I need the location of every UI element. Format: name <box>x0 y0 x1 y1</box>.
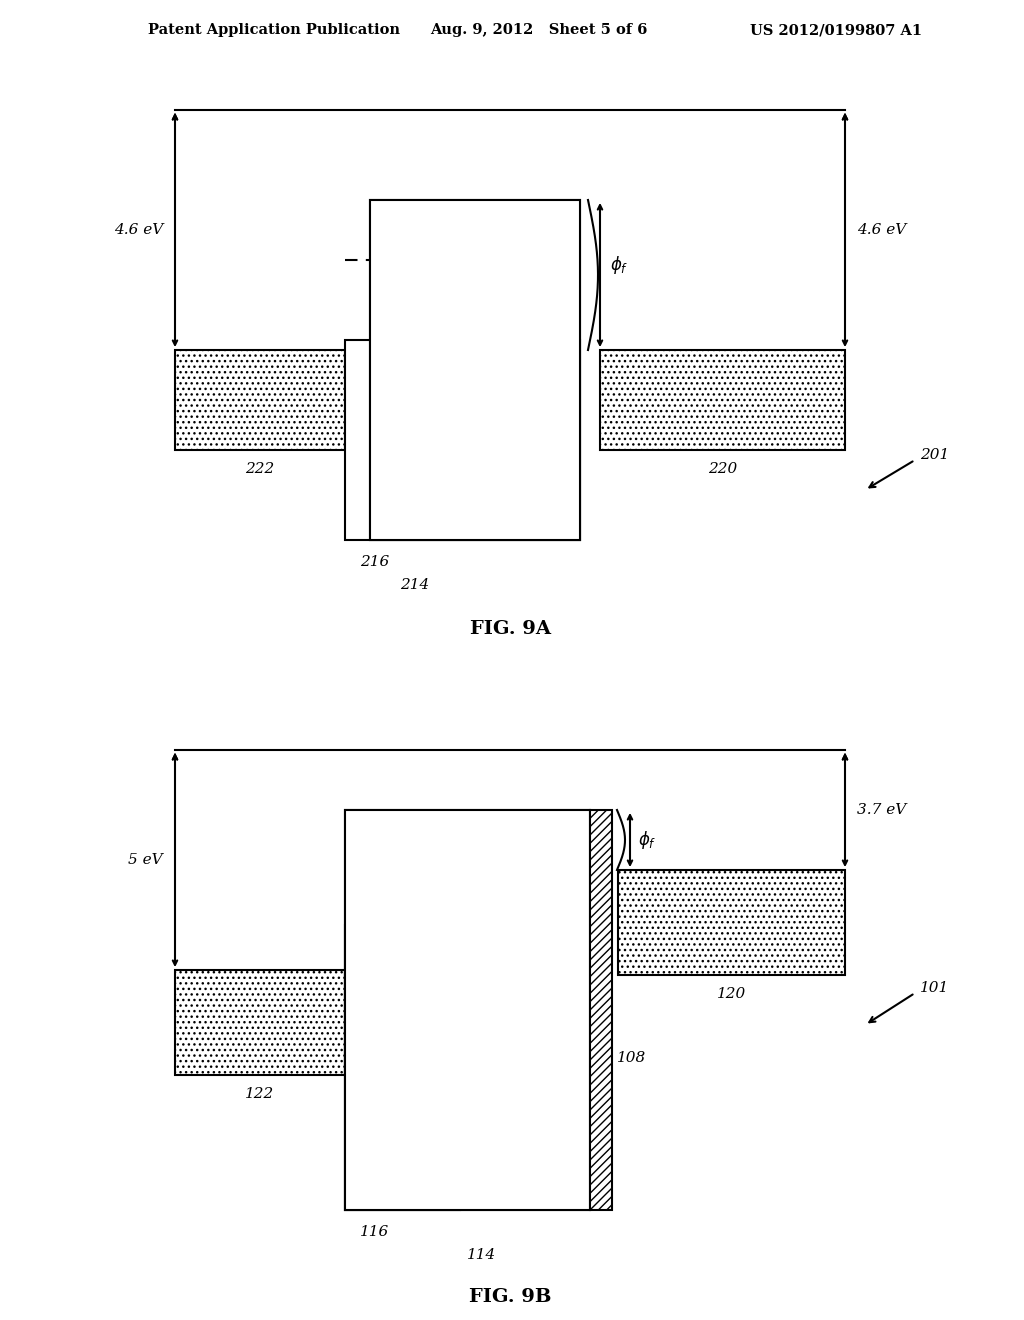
Bar <box>590 810 612 1210</box>
Bar <box>370 201 580 540</box>
Bar <box>345 810 590 1210</box>
Bar <box>618 870 845 975</box>
Text: 114: 114 <box>467 1247 497 1262</box>
Text: FIG. 9A: FIG. 9A <box>469 620 551 638</box>
Text: 122: 122 <box>246 1086 274 1101</box>
Text: Aug. 9, 2012   Sheet 5 of 6: Aug. 9, 2012 Sheet 5 of 6 <box>430 22 647 37</box>
Bar <box>600 350 845 450</box>
Text: 4.6 eV: 4.6 eV <box>857 223 906 238</box>
Text: 5 eV: 5 eV <box>128 853 163 867</box>
Text: 201: 201 <box>920 447 949 462</box>
Bar <box>175 350 345 450</box>
Text: $\phi_f$: $\phi_f$ <box>610 253 629 276</box>
Text: $\phi_r$: $\phi_r$ <box>408 866 426 888</box>
Bar <box>175 970 345 1074</box>
Text: 101: 101 <box>920 981 949 995</box>
Text: $\phi_f$: $\phi_f$ <box>638 829 656 851</box>
Text: 108: 108 <box>617 1051 646 1065</box>
Text: 3.7 eV: 3.7 eV <box>857 803 906 817</box>
Text: Patent Application Publication: Patent Application Publication <box>148 22 400 37</box>
Text: 222: 222 <box>246 462 274 477</box>
Bar <box>345 341 580 540</box>
Text: 214: 214 <box>400 578 429 591</box>
Bar <box>345 925 460 1210</box>
Text: 120: 120 <box>717 987 746 1001</box>
Text: 216: 216 <box>360 554 389 569</box>
Text: 4.6 eV: 4.6 eV <box>114 223 163 238</box>
Bar <box>345 810 590 1210</box>
Bar <box>370 201 580 540</box>
Text: FIG. 9B: FIG. 9B <box>469 1288 551 1305</box>
Text: 220: 220 <box>708 462 737 477</box>
Text: US 2012/0199807 A1: US 2012/0199807 A1 <box>750 22 923 37</box>
Text: $\phi_r$: $\phi_r$ <box>408 289 426 312</box>
Text: 116: 116 <box>360 1225 389 1239</box>
